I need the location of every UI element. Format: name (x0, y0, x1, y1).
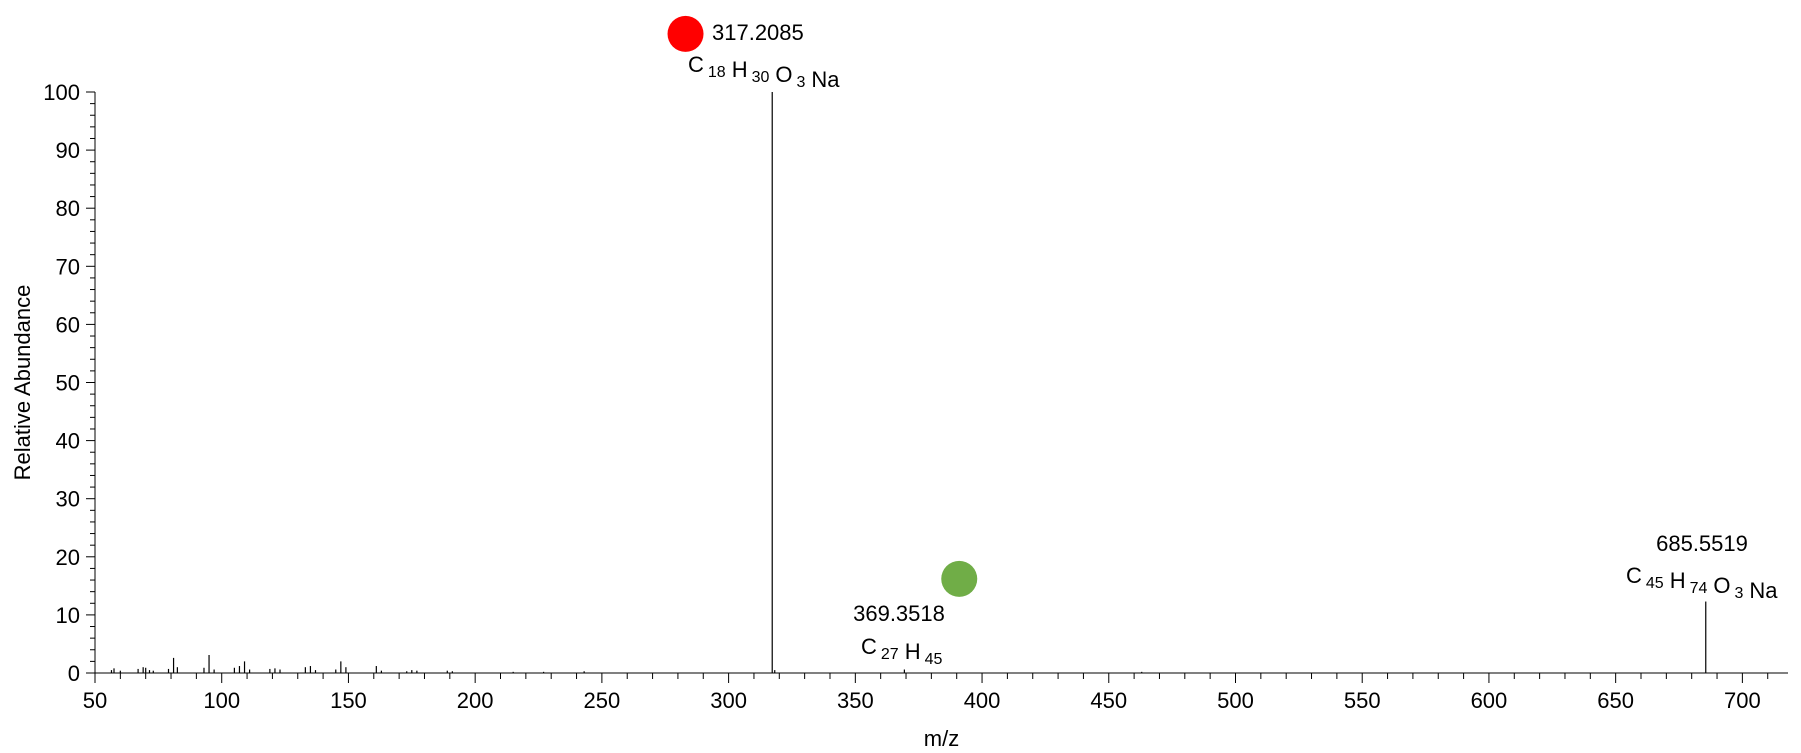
y-tick-label: 20 (56, 545, 80, 570)
x-tick-label: 200 (457, 688, 494, 713)
x-tick-label: 700 (1724, 688, 1761, 713)
x-tick-label: 100 (203, 688, 240, 713)
formula-subscript: 74 (1690, 580, 1708, 597)
x-tick-label: 450 (1090, 688, 1127, 713)
green-circle-marker (941, 560, 978, 597)
formula-element: C (1626, 563, 1642, 588)
x-tick-label: 250 (584, 688, 621, 713)
formula-element: H (732, 57, 748, 82)
y-tick-label: 70 (56, 254, 80, 279)
peak-formula-label: C 27 H 45 (861, 634, 942, 668)
formula-subscript: 45 (1646, 575, 1664, 592)
formula-subscript: 27 (881, 646, 899, 663)
formula-element: C (861, 634, 877, 659)
x-tick-label: 500 (1217, 688, 1254, 713)
peak-mass-label: 317.2085 (712, 20, 804, 45)
formula-element: Na (811, 67, 840, 92)
formula-element: H (905, 639, 921, 664)
y-tick-label: 50 (56, 371, 80, 396)
y-tick-label: 10 (56, 603, 80, 628)
x-tick-label: 150 (330, 688, 367, 713)
formula-element: C (688, 52, 704, 77)
formula-element: H (1670, 568, 1686, 593)
formula-element: O (775, 62, 792, 87)
peak-mass-label: 685.5519 (1656, 531, 1748, 556)
x-tick-label: 350 (837, 688, 874, 713)
formula-subscript: 3 (797, 74, 806, 91)
y-tick-label: 0 (68, 661, 80, 686)
x-tick-label: 400 (964, 688, 1001, 713)
formula-subscript: 3 (1735, 585, 1744, 602)
y-tick-label: 90 (56, 138, 80, 163)
peak-formula-label: C 18 H 30 O 3 Na (688, 52, 840, 92)
y-tick-label: 80 (56, 196, 80, 221)
y-tick-label: 40 (56, 429, 80, 454)
x-tick-label: 550 (1344, 688, 1381, 713)
formula-subscript: 30 (752, 69, 770, 86)
x-tick-label: 600 (1471, 688, 1508, 713)
formula-element: Na (1749, 578, 1778, 603)
formula-subscript: 18 (708, 64, 726, 81)
peak-formula-label: C 45 H 74 O 3 Na (1626, 563, 1778, 603)
formula-subscript: 45 (925, 651, 943, 668)
x-tick-label: 300 (710, 688, 747, 713)
peak-mass-label: 369.3518 (853, 601, 945, 626)
y-tick-label: 60 (56, 312, 80, 337)
x-tick-label: 50 (83, 688, 107, 713)
x-axis-title: m/z (924, 726, 959, 751)
y-tick-label: 100 (43, 80, 80, 105)
y-tick-label: 30 (56, 487, 80, 512)
x-tick-label: 650 (1597, 688, 1634, 713)
y-axis-title: Relative Abundance (10, 285, 35, 481)
formula-element: O (1713, 573, 1730, 598)
red-circle-marker (667, 15, 704, 52)
